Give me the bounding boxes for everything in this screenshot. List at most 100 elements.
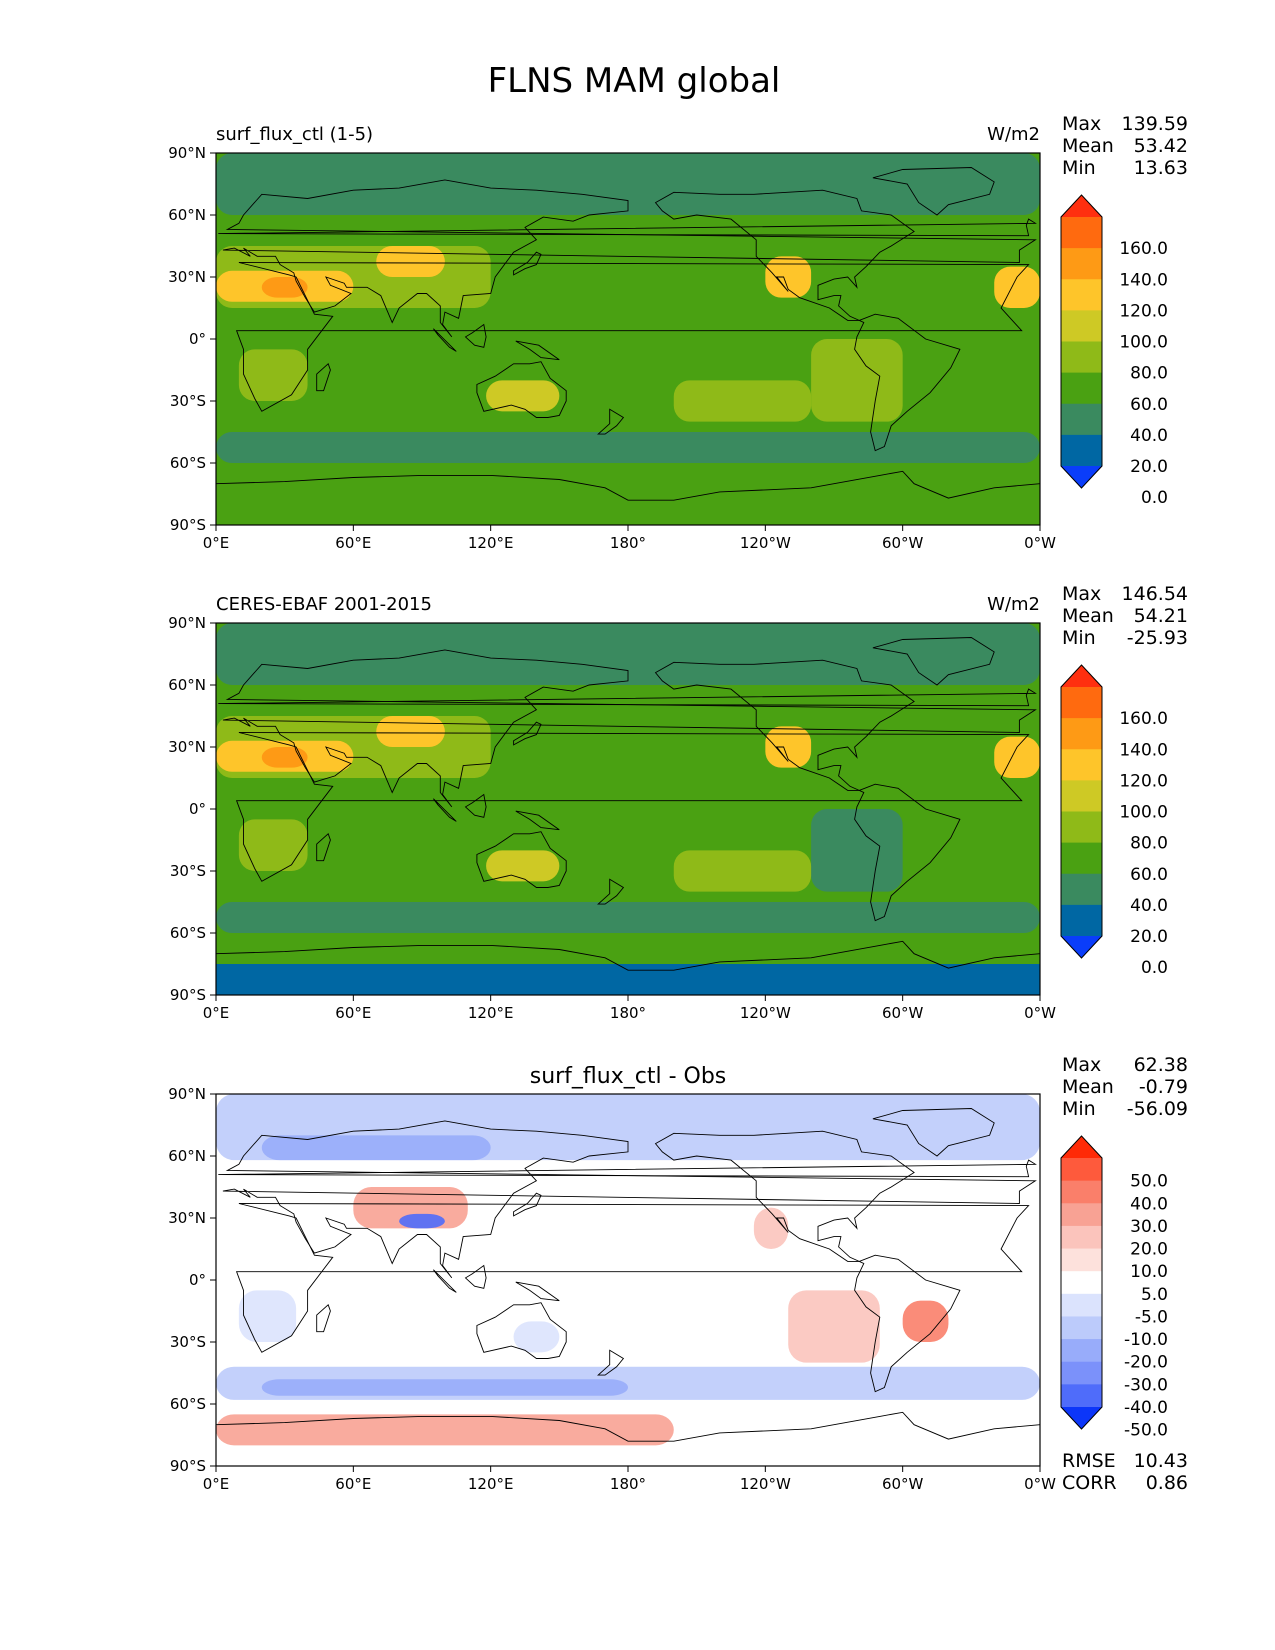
- colorbar-tick-label: -50.0: [1124, 1421, 1168, 1441]
- colorbar-tick-label: 0.0: [1141, 488, 1168, 508]
- y-tick-label: 90°S: [170, 516, 206, 534]
- x-tick-label: 120°E: [468, 534, 514, 552]
- stat-label: Min: [1062, 1098, 1096, 1120]
- x-tick-label: 0°E: [203, 1004, 230, 1022]
- stat-value: 54.21: [1134, 605, 1188, 627]
- x-tick-label: 180°: [610, 1004, 646, 1022]
- y-tick-label: 60°N: [168, 1147, 206, 1165]
- y-tick-label: 30°S: [170, 392, 206, 410]
- coastline: [597, 878, 625, 905]
- field-region: [261, 1135, 491, 1161]
- colorbar-tick-label: 120.0: [1119, 771, 1168, 791]
- field-region: [238, 1290, 297, 1342]
- colorbar-segment: [1061, 1271, 1102, 1295]
- x-tick-label: 0°E: [203, 534, 230, 552]
- y-tick-label: 60°N: [168, 676, 206, 694]
- coastline: [235, 262, 1030, 412]
- colorbar-tick-label: 60.0: [1130, 865, 1168, 885]
- y-tick-label: 90°N: [168, 144, 206, 162]
- field-region: [238, 349, 308, 401]
- stat-value: -25.93: [1127, 627, 1188, 649]
- coastline: [222, 179, 1037, 338]
- colorbar-tick-label: -20.0: [1124, 1353, 1168, 1373]
- colorbar-segment: [1061, 1225, 1102, 1250]
- field-region: [216, 623, 1040, 685]
- y-tick-label: 0°: [189, 1271, 206, 1289]
- field-region: [376, 246, 445, 277]
- field-region: [261, 277, 308, 298]
- coastline: [654, 659, 915, 791]
- stat-label: Mean: [1062, 135, 1114, 157]
- colorbar-extend-bottom: [1061, 936, 1102, 958]
- coastline: [476, 361, 567, 418]
- stat-label: Mean: [1062, 605, 1114, 627]
- coastline: [464, 793, 487, 818]
- colorbar-segment: [1061, 1158, 1102, 1182]
- coastline: [218, 688, 1037, 707]
- colorbar-extend-top: [1061, 665, 1102, 687]
- colorbar-tick-label: -5.0: [1135, 1307, 1168, 1327]
- colorbar: 50.040.0 30.0 20.010.0 5.0-5.0 -10.0 -20.0-30…: [1060, 1135, 1168, 1441]
- colorbar-segment: [1061, 310, 1102, 342]
- stat-value: 0.86: [1146, 1472, 1188, 1494]
- x-tick-label: 60°E: [335, 534, 371, 552]
- coastline: [515, 810, 560, 831]
- y-tick-label: 60°S: [170, 924, 206, 942]
- y-tick-label: 0°: [189, 800, 206, 818]
- field-plot: [216, 153, 1040, 525]
- colorbar-segment: [1061, 1339, 1102, 1363]
- colorbar-segment: [1061, 248, 1102, 280]
- coastline: [222, 1120, 1037, 1279]
- field-region: [486, 850, 560, 882]
- coastline: [854, 783, 961, 922]
- colorbar-tick-label: 20.0: [1130, 1240, 1168, 1260]
- colorbar-extend-top: [1061, 1136, 1102, 1158]
- field-plot: [216, 1094, 1040, 1466]
- stat-value: -56.09: [1127, 1098, 1188, 1120]
- colorbar-tick-label: 160.0: [1119, 239, 1168, 259]
- stat-label: CORR: [1062, 1472, 1117, 1494]
- coastline: [464, 323, 487, 348]
- coastline: [854, 1254, 961, 1393]
- coastline: [872, 637, 995, 686]
- field-region: [216, 902, 1040, 933]
- stat-value: -0.79: [1139, 1076, 1188, 1098]
- field-region: [994, 736, 1040, 778]
- colorbar-tick-label: 20.0: [1130, 457, 1168, 477]
- y-tick-label: 30°N: [168, 268, 206, 286]
- x-tick-label: 60°E: [335, 1475, 371, 1493]
- colorbar-tick-label: 80.0: [1130, 364, 1168, 384]
- colorbar-segment: [1061, 1361, 1102, 1385]
- coastline: [316, 363, 331, 392]
- colorbar-tick-label: 40.0: [1130, 426, 1168, 446]
- colorbar-segment: [1061, 718, 1102, 750]
- map-panel-1: 0°E 60°E 120°E 180° 120°W 60°W 0°W 90°N 60°N 30°N…: [168, 113, 1188, 552]
- coastline: [433, 798, 457, 822]
- colorbar-segment: [1061, 1316, 1102, 1340]
- x-tick-label: 60°W: [882, 1475, 924, 1493]
- coastline: [216, 940, 1040, 971]
- colorbar-tick-label: 100.0: [1119, 333, 1168, 353]
- x-tick-label: 60°W: [882, 1004, 924, 1022]
- coastline: [654, 189, 915, 321]
- field-region: [673, 850, 812, 892]
- field-region: [376, 716, 445, 747]
- field-region: [238, 819, 308, 871]
- coastline: [515, 1281, 560, 1302]
- x-tick-label: 120°W: [740, 534, 791, 552]
- y-tick-label: 30°N: [168, 1209, 206, 1227]
- colorbar-segment: [1061, 372, 1102, 405]
- coastline: [433, 1269, 457, 1293]
- stat-label: Min: [1062, 627, 1096, 649]
- stat-value: 10.43: [1134, 1450, 1188, 1472]
- colorbar-segment: [1061, 687, 1102, 719]
- coastline: [513, 721, 542, 746]
- x-tick-label: 120°W: [740, 1475, 791, 1493]
- y-tick-label: 30°S: [170, 1333, 206, 1351]
- colorbar-segment: [1061, 1384, 1102, 1408]
- colorbar-segment: [1061, 1248, 1102, 1272]
- colorbar: 160.0 140.0 120.0 100.0 80.0 60.0 40.0 20.0 0.0: [1060, 194, 1168, 508]
- x-tick-label: 0°W: [1024, 534, 1056, 552]
- coastline: [464, 1264, 487, 1289]
